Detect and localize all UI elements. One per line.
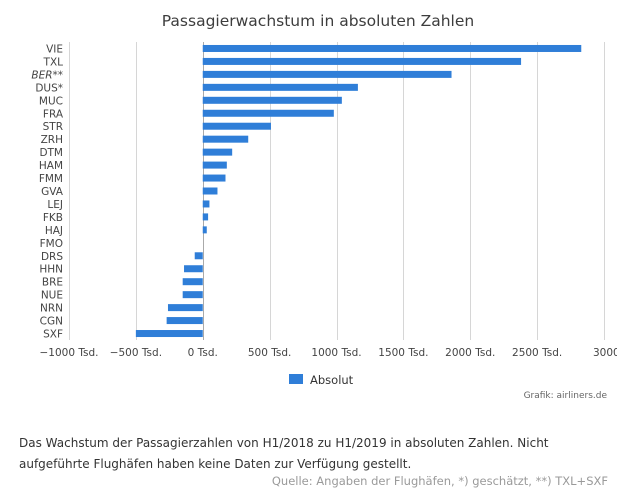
category-label: DUS* [35, 82, 63, 94]
category-label: BER** [31, 69, 63, 81]
chart: Passagierwachstum in absoluten Zahlen VI… [31, 12, 617, 401]
category-label: HHN [39, 264, 63, 276]
category-label: LEJ [47, 199, 63, 211]
category-label: BRE [42, 277, 63, 289]
bar[interactable] [202, 174, 226, 182]
category-label: CGN [40, 316, 63, 328]
x-tick-label: 1000 Tsd. [311, 347, 361, 359]
x-tick-label: −500 Tsd. [110, 347, 162, 359]
x-tick-label: 0 Tsd. [188, 347, 218, 359]
bar[interactable] [194, 252, 203, 260]
category-label: HAJ [45, 225, 63, 237]
category-label: GVA [41, 186, 64, 198]
category-label: NRN [40, 303, 63, 315]
category-label: DTM [39, 147, 63, 159]
chart-title: Passagierwachstum in absoluten Zahlen [162, 12, 474, 30]
bar[interactable] [202, 57, 522, 65]
x-tick-label: 3000 T [593, 347, 617, 359]
chart-credit: Grafik: airliners.de [524, 391, 608, 401]
bar[interactable] [135, 330, 203, 338]
category-label: FKB [43, 212, 63, 224]
category-label: VIE [46, 43, 63, 55]
chart-caption: Das Wachstum der Passagierzahlen von H1/… [19, 436, 549, 471]
bar[interactable] [202, 96, 342, 104]
bar[interactable] [202, 200, 210, 208]
grid [69, 42, 605, 340]
category-label: STR [43, 121, 63, 133]
bar[interactable] [184, 265, 203, 273]
bar[interactable] [202, 135, 249, 143]
bar[interactable] [202, 213, 209, 221]
category-label: ZRH [41, 134, 63, 146]
bar[interactable] [202, 109, 334, 117]
x-tick-label: −1000 Tsd. [39, 347, 98, 359]
category-label: TXL [43, 56, 64, 68]
x-tick-label: 2500 Tsd. [512, 347, 562, 359]
bar[interactable] [182, 278, 203, 286]
category-label: MUC [39, 95, 63, 107]
category-labels: VIETXLBER**DUS*MUCFRASTRZRHDTMHAMFMMGVAL… [31, 43, 63, 340]
x-tick-label: 2000 Tsd. [445, 347, 495, 359]
bar[interactable] [202, 148, 233, 156]
category-label: DRS [41, 251, 63, 263]
legend[interactable]: Absolut [289, 373, 354, 387]
bar[interactable] [202, 122, 271, 130]
bar[interactable] [202, 187, 218, 195]
category-label: SXF [43, 329, 63, 341]
x-axis-tick-labels: −1000 Tsd. −500 Tsd. 0 Tsd. 500 Tsd. 1000 Ts… [39, 347, 617, 359]
bar[interactable] [202, 70, 452, 78]
x-tick-label: 500 Tsd. [248, 347, 292, 359]
bar[interactable] [202, 161, 227, 169]
category-label: HAM [39, 160, 63, 172]
category-label: FMM [39, 173, 63, 185]
bar[interactable] [182, 291, 203, 299]
legend-swatch[interactable] [289, 374, 303, 384]
bar[interactable] [202, 83, 358, 91]
bar[interactable] [202, 44, 582, 52]
bars [135, 44, 582, 338]
category-label: NUE [41, 290, 63, 302]
x-tick-label: 1500 Tsd. [378, 347, 428, 359]
legend-label[interactable]: Absolut [310, 373, 354, 387]
bar[interactable] [166, 317, 203, 325]
category-label: FRA [43, 108, 64, 120]
source-note: Quelle: Angaben der Flughäfen, *) geschä… [271, 474, 608, 488]
category-label: FMO [40, 238, 63, 250]
bar[interactable] [202, 226, 207, 234]
bar[interactable] [167, 304, 203, 312]
